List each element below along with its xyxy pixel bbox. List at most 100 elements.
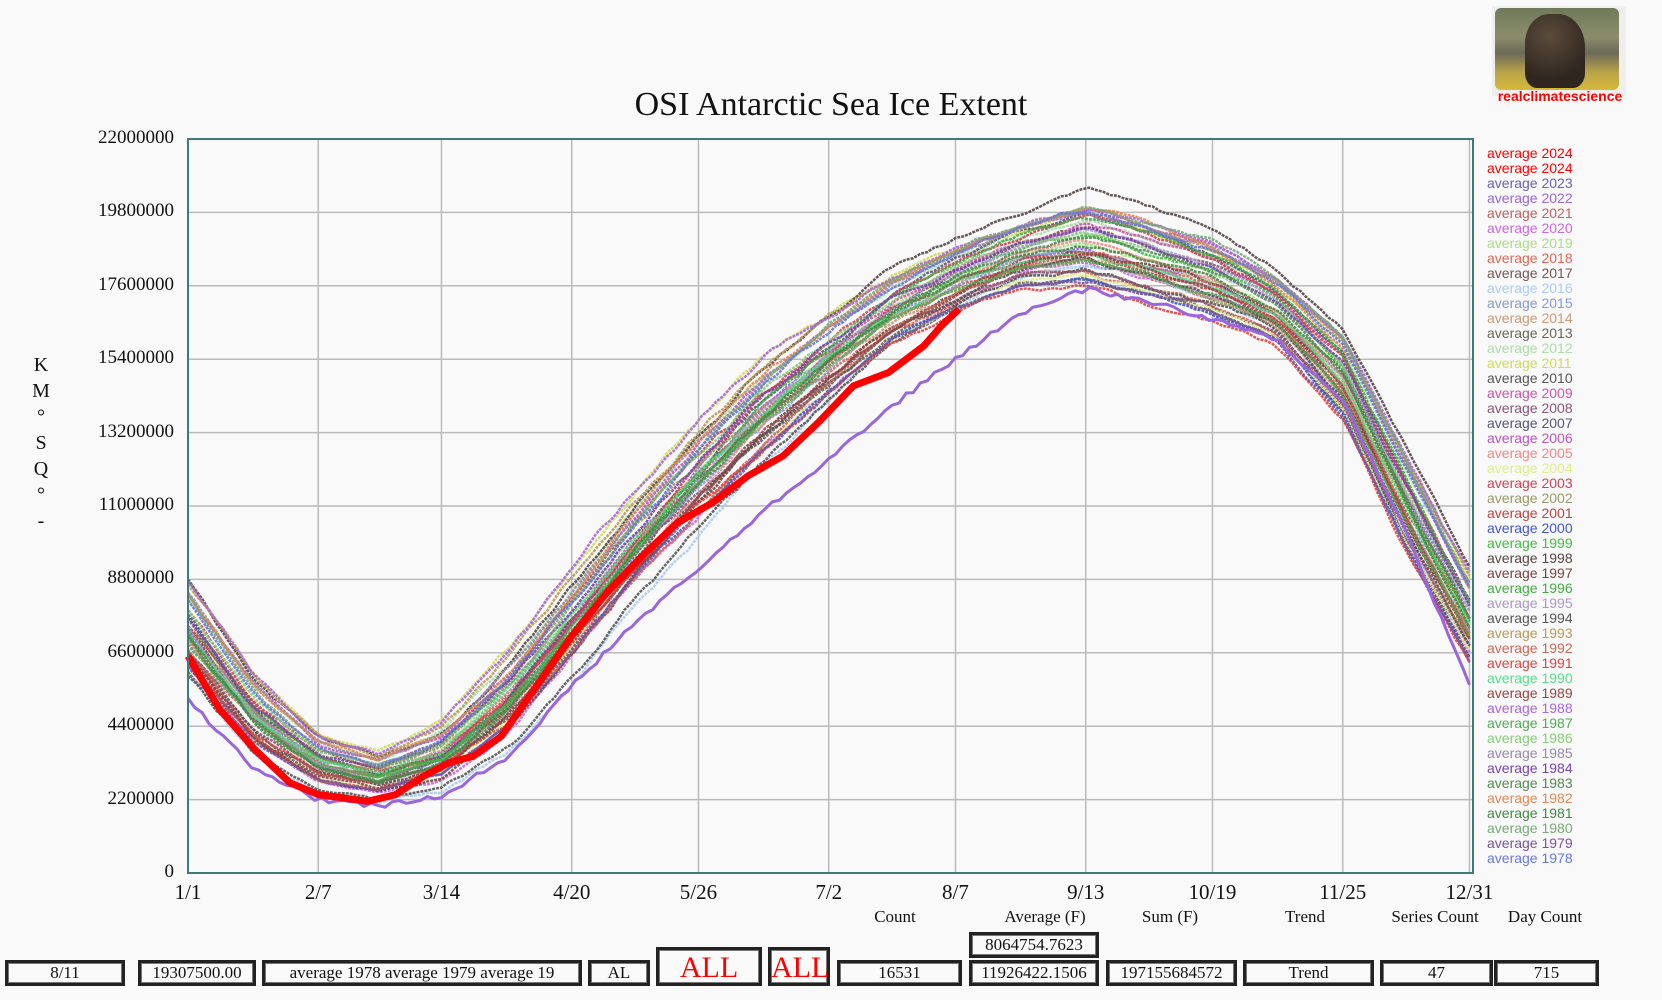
series-line-average-1979	[187, 280, 1471, 792]
legend-item[interactable]: average 2013	[1487, 325, 1573, 341]
x-tick-label: 10/19	[1188, 880, 1237, 904]
legend-item[interactable]: average 2018	[1487, 250, 1573, 266]
all-button-2[interactable]: ALL	[768, 947, 830, 986]
legend-item[interactable]: average 1987	[1487, 715, 1573, 731]
series-line-average-2023	[186, 285, 1471, 809]
legend-item[interactable]: average 2003	[1487, 475, 1573, 491]
average-label: Average (F)	[1004, 907, 1086, 926]
legend-item[interactable]: average 2019	[1487, 235, 1573, 251]
legend-item[interactable]: average 2004	[1487, 460, 1573, 476]
legend-item[interactable]: average 1990	[1487, 670, 1573, 686]
legend-item[interactable]: average 2008	[1487, 400, 1573, 416]
legend-item[interactable]: average 2001	[1487, 505, 1573, 521]
legend-item[interactable]: average 1993	[1487, 625, 1573, 641]
legend-item[interactable]: average 1979	[1487, 835, 1573, 851]
y-axis-label: K M ° S Q ° -	[30, 352, 52, 534]
series-count-field[interactable]: 47	[1380, 960, 1493, 986]
legend-item[interactable]: average 2006	[1487, 430, 1573, 446]
day-count-field[interactable]: 715	[1494, 960, 1599, 986]
legend-item[interactable]: average 2024	[1487, 145, 1573, 161]
series-line-average-1978	[186, 211, 1471, 767]
legend-item[interactable]: average 1986	[1487, 730, 1573, 746]
count-field[interactable]: 16531	[837, 960, 962, 986]
dog-photo	[1495, 8, 1619, 90]
y-axis-label-char: °	[37, 484, 45, 506]
sum-label: Sum (F)	[1141, 907, 1199, 926]
x-tick-label: 4/20	[553, 880, 591, 904]
legend-item[interactable]: average 2016	[1487, 280, 1573, 296]
legend-item[interactable]: average 2000	[1487, 520, 1573, 536]
y-tick-label: 8800000	[107, 567, 175, 589]
plot-frame	[187, 138, 1474, 874]
legend-item[interactable]: average 2009	[1487, 385, 1573, 401]
series-select[interactable]: average 1978 average 1979 average 19	[262, 960, 582, 986]
date-field[interactable]: 8/11	[5, 960, 125, 986]
legend-item[interactable]: average 1997	[1487, 565, 1573, 581]
y-tick-label: 6600000	[107, 640, 175, 662]
y-tick-label: 4400000	[107, 714, 175, 736]
legend-item[interactable]: average 2014	[1487, 310, 1573, 326]
average-field[interactable]: 11926422.1506	[969, 960, 1099, 986]
series-line-average-1988	[187, 208, 1471, 756]
series-line-average-1981	[187, 245, 1471, 784]
legend-item[interactable]: average 1996	[1487, 580, 1573, 596]
legend-item[interactable]: average 1995	[1487, 595, 1573, 611]
y-tick-label: 2200000	[107, 787, 175, 809]
series-count-label: Series Count	[1391, 907, 1479, 926]
series-line-average-1991	[187, 284, 1471, 784]
count-label: Count	[874, 907, 916, 926]
x-tick-label: 8/7	[942, 880, 969, 904]
legend-item[interactable]: average 2020	[1487, 220, 1573, 236]
sum-field[interactable]: 197155684572	[1106, 960, 1237, 986]
legend-item[interactable]: average 2007	[1487, 415, 1573, 431]
al-field[interactable]: AL	[588, 960, 650, 986]
y-axis-label-char: °	[37, 406, 45, 428]
legend-item[interactable]: average 2002	[1487, 490, 1573, 506]
legend-item[interactable]: average 2005	[1487, 445, 1573, 461]
logo-link[interactable]: realclimatescience	[1497, 88, 1623, 104]
legend-item[interactable]: average 1985	[1487, 745, 1573, 761]
legend-item[interactable]: average 2023	[1487, 175, 1573, 191]
legend-item[interactable]: average 1991	[1487, 655, 1573, 671]
dog-figure	[1525, 14, 1585, 88]
legend-item[interactable]: average 1988	[1487, 700, 1573, 716]
legend-item[interactable]: average 2021	[1487, 205, 1573, 221]
legend-item[interactable]: average 2017	[1487, 265, 1573, 281]
x-tick-label: 1/1	[174, 880, 202, 904]
legend-item[interactable]: average 1994	[1487, 610, 1573, 626]
x-tick-label: 9/13	[1067, 880, 1105, 904]
y-tick-label: 0	[164, 861, 175, 882]
x-tick-label: 2/7	[304, 880, 332, 904]
legend-item[interactable]: average 1981	[1487, 805, 1573, 821]
legend-item[interactable]: average 2024	[1487, 160, 1573, 176]
legend-item[interactable]: average 1978	[1487, 850, 1573, 866]
y-tick-label: 17600000	[98, 273, 174, 295]
x-tick-label: 11/25	[1319, 880, 1367, 904]
legend-item[interactable]: average 1999	[1487, 535, 1573, 551]
value-field[interactable]: 19307500.00	[138, 960, 256, 986]
average-top-field[interactable]: 8064754.7623	[969, 932, 1099, 958]
legend-item[interactable]: average 1980	[1487, 820, 1573, 836]
legend-item[interactable]: average 2010	[1487, 370, 1573, 386]
legend-item[interactable]: average 1992	[1487, 640, 1573, 656]
legend-item[interactable]: average 2022	[1487, 190, 1573, 206]
x-tick-label: 7/2	[815, 880, 843, 904]
legend-item[interactable]: average 1984	[1487, 760, 1573, 776]
legend-item[interactable]: average 1998	[1487, 550, 1573, 566]
legend-item[interactable]: average 2015	[1487, 295, 1573, 311]
logo-image[interactable]	[1492, 6, 1626, 96]
legend-item[interactable]: average 1983	[1487, 775, 1573, 791]
y-axis-label-char: S	[35, 432, 47, 454]
legend-item[interactable]: average 2012	[1487, 340, 1573, 356]
y-tick-label: 19800000	[98, 200, 174, 222]
all-button-1[interactable]: ALL	[656, 947, 762, 986]
legend-item[interactable]: average 1989	[1487, 685, 1573, 701]
legend-item[interactable]: average 1982	[1487, 790, 1573, 806]
x-tick-label: 5/26	[679, 880, 718, 904]
legend-item[interactable]: average 2011	[1487, 355, 1572, 371]
y-axis-label-char: K	[33, 354, 49, 376]
trend-button[interactable]: Trend	[1243, 960, 1374, 986]
y-tick-label: 13200000	[98, 420, 174, 442]
trend-label: Trend	[1285, 907, 1325, 926]
